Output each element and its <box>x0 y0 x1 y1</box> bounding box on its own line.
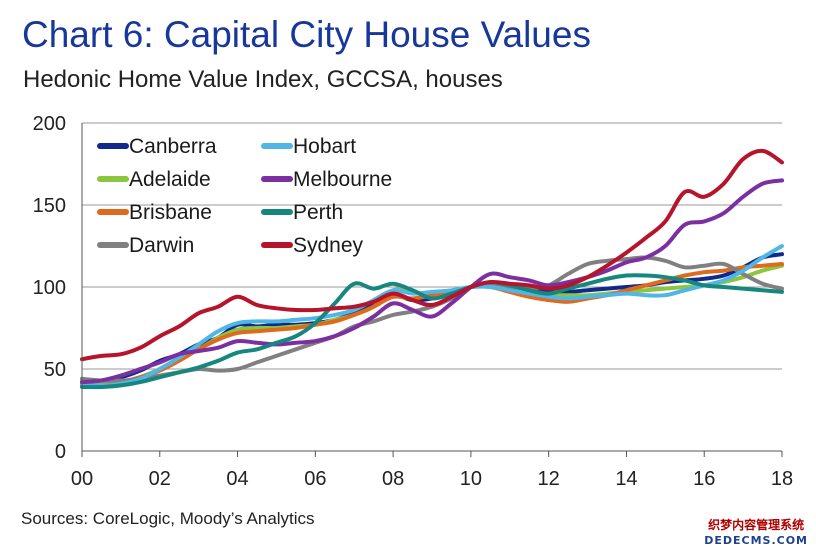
x-tick-label: 10 <box>460 468 482 490</box>
legend-label-canberra: Canberra <box>129 135 217 158</box>
legend-label-melbourne: Melbourne <box>293 168 392 191</box>
y-tick-label: 0 <box>55 441 66 463</box>
x-tick-label: 04 <box>226 468 248 490</box>
x-tick-label: 00 <box>71 468 93 490</box>
series-line-melbourne <box>80 178 784 385</box>
y-tick-label: 100 <box>33 277 66 299</box>
legend-label-brisbane: Brisbane <box>129 201 212 224</box>
legend: Canberra Adelaide Brisbane Darwin Hobart Melb… <box>97 135 392 257</box>
watermark-logo: 织梦内容管理系统 DEDECMS.COM <box>704 518 808 548</box>
watermark-line-1: 织梦内容管理系统 <box>708 518 805 532</box>
y-tick-label: 150 <box>33 195 66 217</box>
series-line-perth <box>80 273 784 390</box>
legend-label-sydney: Sydney <box>293 234 364 257</box>
series-lines <box>80 148 784 390</box>
legend-label-hobart: Hobart <box>293 135 356 158</box>
x-tick-label: 02 <box>149 468 171 490</box>
x-tick-label: 18 <box>771 468 793 490</box>
series-line-sydney <box>80 148 784 362</box>
x-tick-label: 14 <box>615 468 637 490</box>
chart-title: Chart 6: Capital City House Values <box>22 14 591 55</box>
legend-label-adelaide: Adelaide <box>129 168 211 191</box>
y-tick-label: 50 <box>44 359 66 381</box>
series-line-hobart <box>80 244 784 388</box>
x-tick-label: 06 <box>304 468 326 490</box>
source-note: Sources: CoreLogic, Moody’s Analytics <box>21 509 315 528</box>
y-tick-label: 200 <box>33 113 66 135</box>
line-chart: 0 50 100 150 200 00 02 04 06 08 10 12 14 16 18 Canberr… <box>33 113 794 490</box>
chart-subtitle: Hedonic Home Value Index, GCCSA, houses <box>23 66 503 93</box>
legend-label-darwin: Darwin <box>129 234 194 257</box>
legend-label-perth: Perth <box>293 201 343 224</box>
axes: 0 50 100 150 200 00 02 04 06 08 10 12 14 16 18 <box>33 113 794 490</box>
watermark-line-2: DEDECMS.COM <box>704 534 808 547</box>
series-line-adelaide <box>80 263 784 386</box>
x-tick-label: 08 <box>382 468 404 490</box>
x-tick-label: 16 <box>693 468 715 490</box>
x-tick-label: 12 <box>538 468 560 490</box>
